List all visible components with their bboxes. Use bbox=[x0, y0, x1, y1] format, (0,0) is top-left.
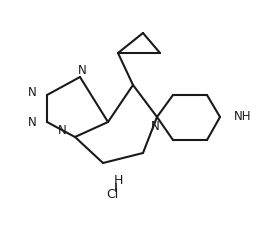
Text: H: H bbox=[113, 173, 123, 187]
Text: N: N bbox=[28, 86, 37, 99]
Text: N: N bbox=[58, 124, 67, 137]
Text: NH: NH bbox=[234, 110, 251, 124]
Text: Cl: Cl bbox=[106, 189, 118, 202]
Text: N: N bbox=[78, 63, 86, 76]
Text: N: N bbox=[28, 117, 37, 130]
Text: N: N bbox=[151, 119, 159, 133]
